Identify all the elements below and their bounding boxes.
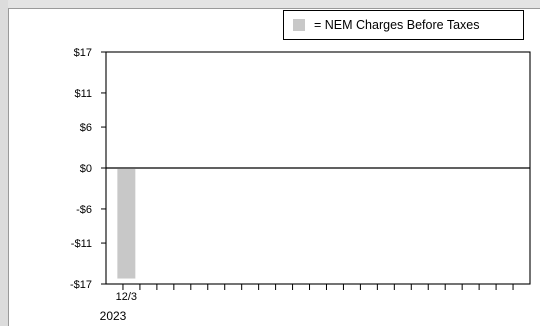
y-tick-label: -$6 xyxy=(76,204,92,216)
window-top-strip xyxy=(0,0,540,8)
y-tick-label: $17 xyxy=(74,47,92,59)
y-tick-label: $11 xyxy=(74,88,92,100)
legend: = NEM Charges Before Taxes xyxy=(283,10,524,40)
x-year-label: 2023 xyxy=(100,309,127,323)
legend-label: = NEM Charges Before Taxes xyxy=(314,18,480,32)
window-left-edge xyxy=(8,8,9,326)
window-top-edge xyxy=(8,8,540,9)
y-tick-label: -$17 xyxy=(70,279,92,291)
x-tick-label: 12/3 xyxy=(116,291,137,303)
legend-swatch xyxy=(293,19,305,31)
y-tick-label: -$11 xyxy=(71,238,92,250)
y-tick-label: $6 xyxy=(80,122,92,134)
bar xyxy=(117,169,136,279)
window-left-frame xyxy=(0,0,8,326)
y-tick-label: $0 xyxy=(80,163,92,175)
